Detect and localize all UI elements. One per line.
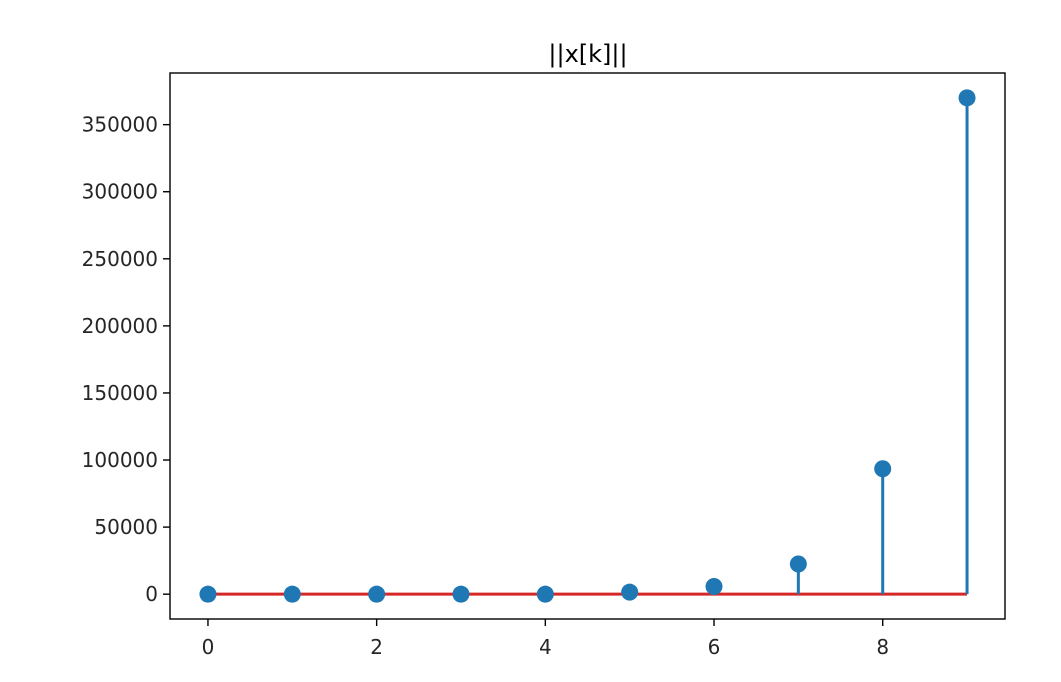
y-tick-label: 250000	[82, 247, 158, 271]
stem-marker	[283, 585, 301, 603]
x-tick-label: 2	[370, 635, 383, 659]
y-tick-label: 350000	[82, 113, 158, 137]
plot-frame	[169, 72, 1006, 620]
markers-layer	[199, 89, 976, 603]
stem-marker	[452, 585, 470, 603]
stem-marker	[621, 583, 639, 601]
chart-title: ||x[k]||	[548, 40, 627, 68]
plot-background	[170, 73, 1005, 619]
plot-area	[169, 72, 1006, 620]
y-tick-label: 50000	[94, 515, 158, 539]
stem-marker	[789, 555, 807, 573]
y-axis: 0 50000 100000 150000 200000 250000 300000 3500…	[82, 113, 170, 606]
stem-marker	[874, 460, 892, 478]
y-tick-label: 100000	[82, 448, 158, 472]
y-tick-label: 300000	[82, 180, 158, 204]
y-tick-label: 200000	[82, 314, 158, 338]
stem-marker	[199, 585, 217, 603]
y-tick-label: 150000	[82, 381, 158, 405]
x-tick-label: 4	[539, 635, 552, 659]
stem-marker	[536, 585, 554, 603]
x-tick-label: 0	[202, 635, 215, 659]
stem-marker	[368, 585, 386, 603]
x-axis: 0 2 4 6 8	[202, 619, 889, 659]
y-tick-label: 0	[145, 582, 158, 606]
stem-marker	[958, 89, 976, 107]
x-tick-label: 6	[708, 635, 721, 659]
x-tick-label: 8	[876, 635, 889, 659]
stem-marker	[705, 578, 723, 596]
